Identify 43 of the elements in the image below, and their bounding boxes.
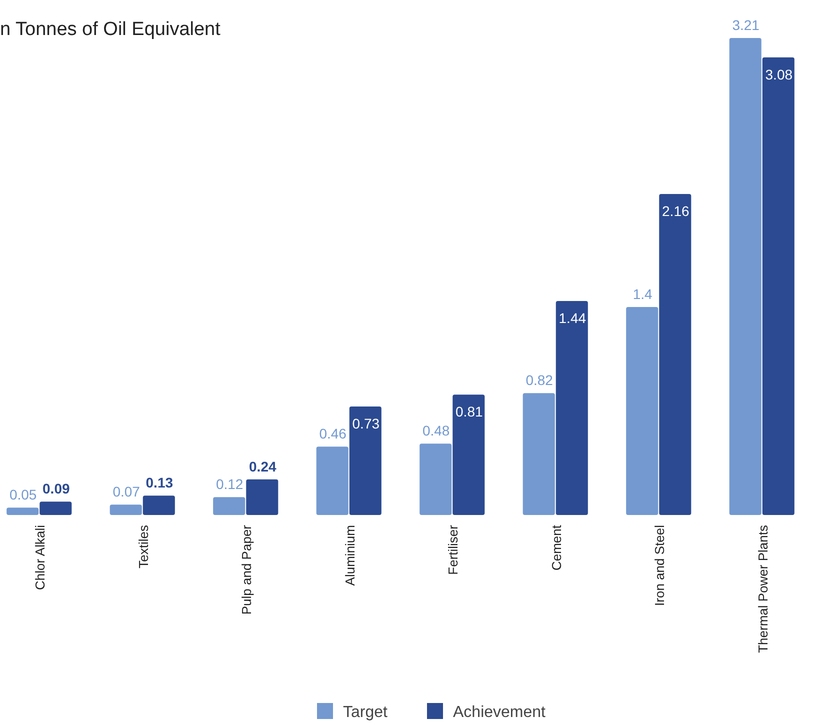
data-label: 3.08 xyxy=(765,66,793,82)
bar xyxy=(556,301,588,515)
bar xyxy=(142,496,175,515)
bar xyxy=(246,479,278,515)
x-tick-label: Textiles xyxy=(136,524,151,568)
bar xyxy=(213,497,246,515)
data-label: 0.12 xyxy=(216,476,244,492)
x-tick-label: Pulp and Paper xyxy=(239,524,254,615)
legend-label: Achievement xyxy=(453,704,546,721)
data-label: 3.21 xyxy=(732,17,760,33)
bar xyxy=(420,444,452,515)
bar xyxy=(729,38,762,515)
data-label: 1.44 xyxy=(558,310,586,326)
x-tick-label: Aluminium xyxy=(342,525,358,586)
bar xyxy=(659,194,692,515)
bar xyxy=(762,57,794,515)
bar xyxy=(626,306,658,515)
x-tick-label: Fertiliser xyxy=(446,524,461,575)
bar xyxy=(349,406,382,515)
data-label: 0.82 xyxy=(526,372,554,388)
data-label: 2.16 xyxy=(662,203,690,220)
data-label: 0.81 xyxy=(456,404,483,420)
x-tick-label: Thermal Power Plants xyxy=(755,524,770,653)
bar xyxy=(522,393,555,515)
data-label: 0.09 xyxy=(42,480,70,497)
bar xyxy=(40,502,72,515)
data-label: 0.05 xyxy=(9,486,37,503)
chart-title: n Tonnes of Oil Equivalent xyxy=(0,19,222,40)
data-label: 0.73 xyxy=(352,416,380,432)
data-label: 0.46 xyxy=(319,426,347,442)
legend-label: Target xyxy=(343,704,388,721)
x-tick-label: Iron and Steel xyxy=(652,524,668,606)
bar xyxy=(316,446,348,515)
x-tick-label: Chlor Alkali xyxy=(32,524,48,590)
data-label: 1.4 xyxy=(632,286,653,302)
data-label: 0.24 xyxy=(249,458,276,474)
x-tick-label: Cement xyxy=(548,524,564,571)
data-label: 0.48 xyxy=(422,422,450,439)
data-label: 0.13 xyxy=(146,474,174,491)
bar xyxy=(110,504,142,515)
data-label: 0.07 xyxy=(112,484,140,500)
bar xyxy=(6,508,39,515)
bar xyxy=(452,394,485,515)
